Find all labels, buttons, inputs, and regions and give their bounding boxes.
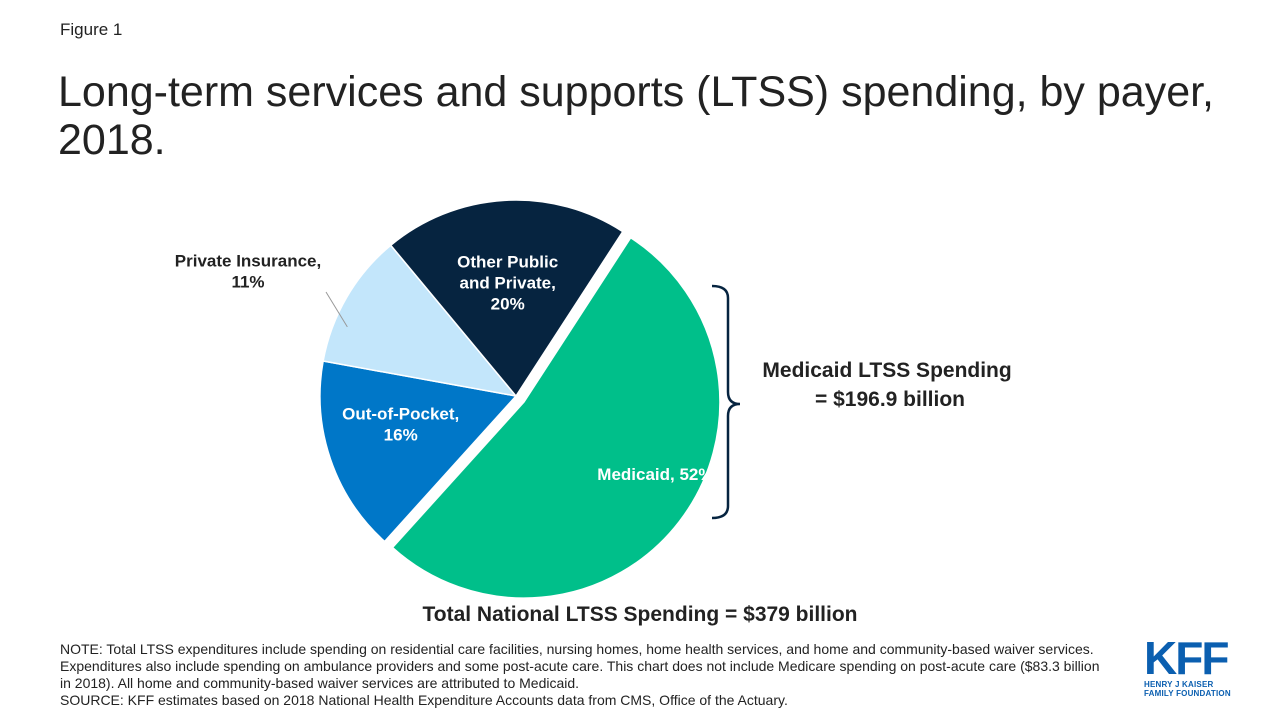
kff-logo: KFF HENRY J KAISER FAMILY FOUNDATION — [1144, 632, 1236, 698]
slice-label-line: Other Public — [457, 252, 558, 271]
slice-label-line: 16% — [384, 425, 418, 444]
pie-labels: Medicaid, 52% Out-of-Pocket, 16% Private In… — [175, 252, 714, 484]
slice-label-private-insurance: Private Insurance, 11% — [175, 252, 321, 292]
slice-label-line: Private Insurance, — [175, 252, 321, 271]
slice-label-line: 20% — [491, 294, 525, 313]
logo-mark: KFF — [1144, 632, 1229, 684]
medicaid-bracket — [711, 284, 741, 520]
slice-other-public-and-private — [389, 199, 624, 398]
logo-line-2: FAMILY FOUNDATION — [1144, 689, 1231, 698]
slice-private-insurance — [322, 244, 518, 398]
pie-slices — [319, 199, 721, 599]
footnotes: NOTE: Total LTSS expenditures include sp… — [60, 641, 1100, 709]
medicaid-callout-line-2: = $196.9 billion — [815, 388, 965, 411]
figure-label: Figure 1 — [60, 20, 123, 39]
note-text: NOTE: Total LTSS expenditures include sp… — [60, 641, 1100, 691]
logo-subtitle: HENRY J KAISER FAMILY FOUNDATION — [1144, 680, 1236, 698]
slice-label-line: 11% — [231, 273, 264, 292]
slice-label-line: Medicaid, 52% — [597, 465, 713, 484]
slice-medicaid — [391, 236, 721, 599]
slice-label-out-of-pocket: Out-of-Pocket, 16% — [342, 404, 459, 444]
medicaid-callout-line-1: Medicaid LTSS Spending — [762, 359, 1011, 382]
source-text: SOURCE: KFF estimates based on 2018 Nati… — [60, 692, 788, 708]
total-spending-label: Total National LTSS Spending = $379 bill… — [422, 603, 857, 626]
leader-line-private-insurance — [325, 291, 348, 328]
logo-line-1: HENRY J KAISER — [1144, 680, 1214, 689]
slice-label-medicaid: Medicaid, 52% — [597, 465, 713, 484]
slice-label-line: Out-of-Pocket, — [342, 404, 459, 423]
chart-title: Long-term services and supports (LTSS) s… — [58, 68, 1215, 164]
slice-out-of-pocket — [319, 360, 518, 543]
slice-label-line: and Private, — [459, 273, 555, 292]
medicaid-callout-label: Medicaid LTSS Spending = $196.9 billion — [762, 359, 1017, 411]
pie-chart: Medicaid, 52% Out-of-Pocket, 16% Private In… — [175, 199, 1017, 626]
slice-label-other-public-and-private: Other Public and Private, 20% — [457, 252, 558, 313]
